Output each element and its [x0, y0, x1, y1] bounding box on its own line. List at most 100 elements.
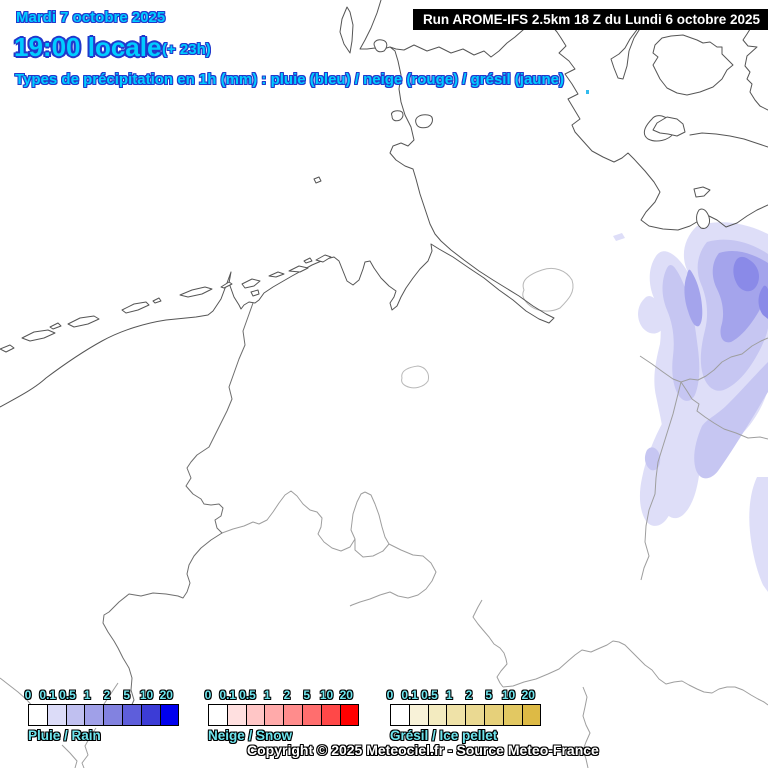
frisian-island	[315, 254, 332, 263]
precip-area-medium	[662, 265, 700, 401]
legend-tick: 0	[24, 688, 32, 702]
date-label: Mardi 7 octobre 2025	[16, 9, 166, 26]
legend-swatch	[320, 704, 341, 726]
island-als	[610, 26, 642, 80]
legend-swatch	[103, 704, 123, 726]
frisian-island	[121, 301, 150, 314]
legend-tick: 0.5	[239, 688, 256, 702]
legend-tick: 0.1	[401, 688, 419, 702]
island-pellworm	[415, 114, 433, 129]
precip-area-medium	[694, 362, 768, 479]
legend-tick: 10	[139, 688, 154, 702]
legend-tick: 2	[283, 688, 291, 702]
legend-swatch	[140, 704, 161, 726]
legend-swatch	[28, 704, 48, 726]
border-saarland	[349, 543, 437, 607]
border-de-pl	[639, 337, 768, 383]
legend-swatch	[427, 704, 448, 726]
precip-area-light	[639, 417, 683, 526]
frisian-island	[303, 257, 313, 264]
border-de-cz	[640, 381, 682, 581]
zealand-west-coast	[742, 25, 768, 111]
legend-ticks: 0 0.1 0.5 1 2 5 10 20	[386, 688, 550, 703]
precip-pixel	[586, 90, 589, 94]
island-wustrow	[693, 186, 711, 198]
precip-area-light	[749, 477, 768, 592]
border-be-nl	[221, 490, 366, 552]
legend-swatch	[264, 704, 285, 726]
legend-ticks: 0 0.1 0.5 1 2 5 10 20	[24, 688, 188, 703]
legend-tick: 1	[83, 688, 91, 702]
frisian-island	[152, 297, 162, 304]
legend-tick: 1	[445, 688, 453, 702]
legend-tick: 20	[521, 688, 535, 702]
legend-swatch	[465, 704, 485, 726]
island-lolland	[652, 116, 686, 137]
border-ch-at	[502, 640, 768, 706]
island-helgoland	[313, 176, 322, 184]
legend-swatch	[390, 704, 410, 726]
frisian-island	[288, 265, 309, 273]
legend-swatch	[226, 704, 247, 726]
legend-swatches	[390, 704, 550, 726]
legend-ice-pellet: 0 0.1 0.5 1 2 5 10 20 Grésil / Ice pellet	[386, 688, 550, 743]
frisian-island	[0, 344, 15, 353]
legend-tick: 10	[319, 688, 334, 702]
legend-tick: 5	[303, 688, 311, 702]
precip-area-dark	[684, 269, 703, 327]
island-sylt	[339, 6, 354, 54]
legend-tick: 20	[339, 688, 353, 702]
legend-swatch	[502, 704, 523, 726]
legend-tick: 2	[465, 688, 473, 702]
frisian-island	[67, 315, 100, 328]
precip-area-light	[613, 233, 625, 241]
legend-tick: 0	[204, 688, 212, 702]
legend-tick: 0	[386, 688, 394, 702]
city-boundaries	[401, 267, 574, 389]
legend-swatch	[408, 704, 429, 726]
falster-coastline	[689, 132, 768, 148]
legend-tick: 5	[485, 688, 493, 702]
legend-tick: 10	[501, 688, 516, 702]
island-amrum	[391, 110, 404, 122]
border-fr-de-rhine	[472, 599, 508, 688]
precip-area-core	[733, 256, 759, 292]
frisian-island	[179, 286, 213, 298]
border-nl-de-be	[102, 302, 254, 723]
frisian-island	[220, 281, 233, 289]
legend-title-snow: Neige / Snow	[208, 728, 293, 743]
frisian-island	[49, 322, 62, 330]
precip-area-light	[638, 296, 665, 334]
hamburg-boundary	[522, 267, 574, 312]
legend-swatch	[121, 704, 142, 726]
legend-swatch	[245, 704, 266, 726]
legend-ticks: 0 0.1 0.5 1 2 5 10 20	[204, 688, 368, 703]
bremen-boundary	[401, 365, 429, 389]
legend-title-rain: Pluie / Rain	[28, 728, 101, 743]
legend-swatch	[483, 704, 504, 726]
island-poel	[696, 208, 710, 229]
legend-swatch	[208, 704, 228, 726]
legend-rain: 0 0.1 0.5 1 2 5 10 20 Pluie / Rain	[24, 688, 188, 743]
precip-area-medium	[644, 447, 661, 471]
islands	[0, 6, 734, 353]
legend-title-ice-pellet: Grésil / Ice pellet	[390, 728, 498, 743]
frisian-island	[250, 289, 260, 297]
legend-swatches	[28, 704, 188, 726]
legend-swatch	[446, 704, 467, 726]
island-funen	[652, 34, 734, 96]
copyright-notice: Copyright © 2025 Meteociel.fr - Source M…	[247, 742, 599, 758]
north-sea-baltic-coastline	[0, 20, 768, 408]
border-fr-north-4	[61, 744, 78, 768]
legend-tick: 0.5	[59, 688, 76, 702]
legend-tick: 0.1	[219, 688, 237, 702]
legend-tick: 5	[123, 688, 131, 702]
frisian-island	[21, 329, 56, 342]
border-at-south	[582, 686, 591, 768]
precip-area-core	[758, 285, 768, 319]
legend-swatch	[521, 704, 542, 726]
border-fr-north-3	[81, 727, 97, 768]
legend-tick: 0.1	[39, 688, 57, 702]
